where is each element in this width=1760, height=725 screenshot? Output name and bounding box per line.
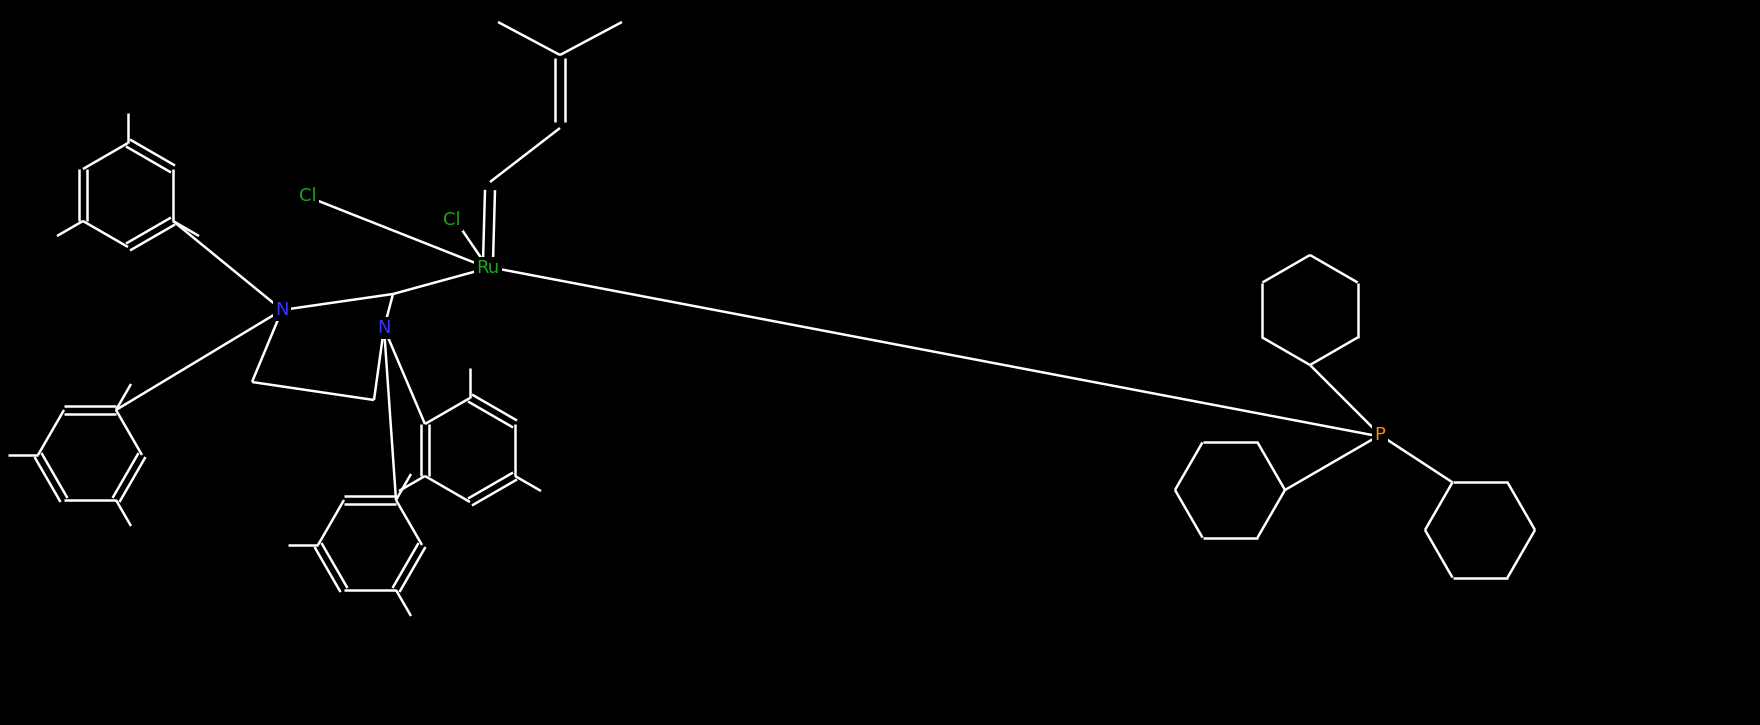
Text: N: N <box>275 301 289 319</box>
Text: Cl: Cl <box>444 211 461 229</box>
Text: Ru: Ru <box>477 259 500 277</box>
Text: Cl: Cl <box>299 187 317 205</box>
Text: N: N <box>377 319 391 337</box>
Text: P: P <box>1375 426 1385 444</box>
